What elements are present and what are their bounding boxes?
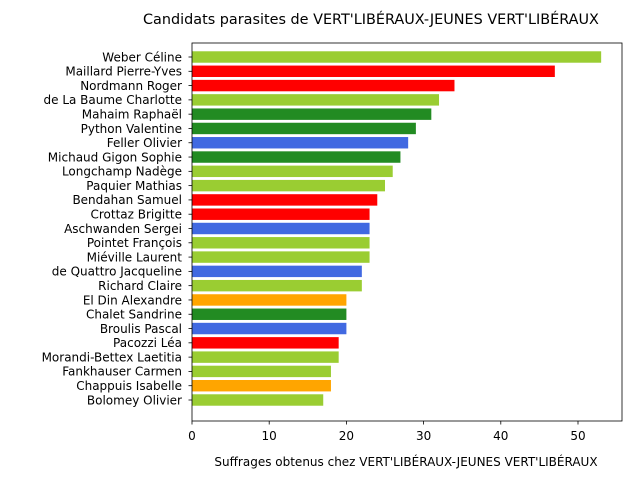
y-tick-label: Python Valentine [81,122,182,136]
y-tick-label: Mahaim Raphaël [82,107,182,121]
y-tick-label: Morandi-Bettex Laetitia [42,350,182,364]
bar [192,179,385,192]
x-ticks: 0 10 20 30 40 50 [188,421,586,443]
y-tick-label: Pacozzi Léa [113,336,182,350]
axes-frame [191,42,623,422]
bar [192,351,339,363]
y-tick-label: Bolomey Olivier [87,393,182,407]
y-tick-label: El Din Alexandre [83,293,182,307]
bar [192,194,378,206]
bar [192,365,331,378]
bars-layer [192,51,602,406]
bar [192,208,370,220]
y-tick-label: Miéville Laurent [87,250,183,264]
bar [192,294,347,306]
bar [192,222,370,235]
y-tick-label: Maillard Pierre-Yves [65,65,182,79]
x-tick-label: 50 [570,429,585,443]
y-tick-label: Bendahan Samuel [72,193,182,207]
bar [192,94,440,106]
bar [192,165,393,178]
bar [192,51,602,63]
x-axis-label: Suffrages obtenus chez VERT'LIBÉRAUX-JEU… [214,454,597,469]
y-tick-label: Chalet Sandrine [86,308,182,322]
y-tick-label: Chappuis Isabelle [76,379,182,393]
bar [192,279,362,292]
y-tick-label: Longchamp Nadège [62,165,182,179]
y-tick-label: Nordmann Roger [80,79,182,93]
y-tick-label: Feller Olivier [107,136,182,150]
x-tick-label: 30 [416,429,431,443]
bar [192,394,324,406]
bar [192,237,370,249]
y-tick-label: Pointet François [87,236,182,250]
bar [192,151,401,163]
bar [192,308,347,320]
bar [192,337,339,349]
y-tick-label: Richard Claire [98,279,182,293]
bar [192,251,370,263]
bar [192,137,409,149]
y-tick-label: Aschwanden Sergei [64,222,182,236]
bar [192,265,362,278]
y-tick-label: Weber Céline [102,50,182,64]
bar [192,108,432,120]
y-tick-label: Michaud Gigon Sophie [48,150,182,164]
y-tick-label: Fankhauser Carmen [62,365,182,379]
x-tick-label: 10 [262,429,277,443]
y-tick-label: de La Baume Charlotte [44,93,183,107]
y-tick-label: Broulis Pascal [100,322,182,336]
x-tick-label: 0 [188,429,196,443]
x-tick-label: 40 [493,429,508,443]
bar [192,65,555,78]
bar [192,79,455,92]
x-tick-label: 20 [339,429,354,443]
bar [192,322,347,335]
bar [192,122,416,135]
y-tick-label: Crottaz Brigitte [90,208,182,222]
y-tick-label: Paquier Mathias [86,179,182,193]
y-tick-label: de Quattro Jacqueline [52,265,182,279]
bar [192,379,331,392]
chart-title: Candidats parasites de VERT'LIBÉRAUX-JEU… [143,11,599,28]
